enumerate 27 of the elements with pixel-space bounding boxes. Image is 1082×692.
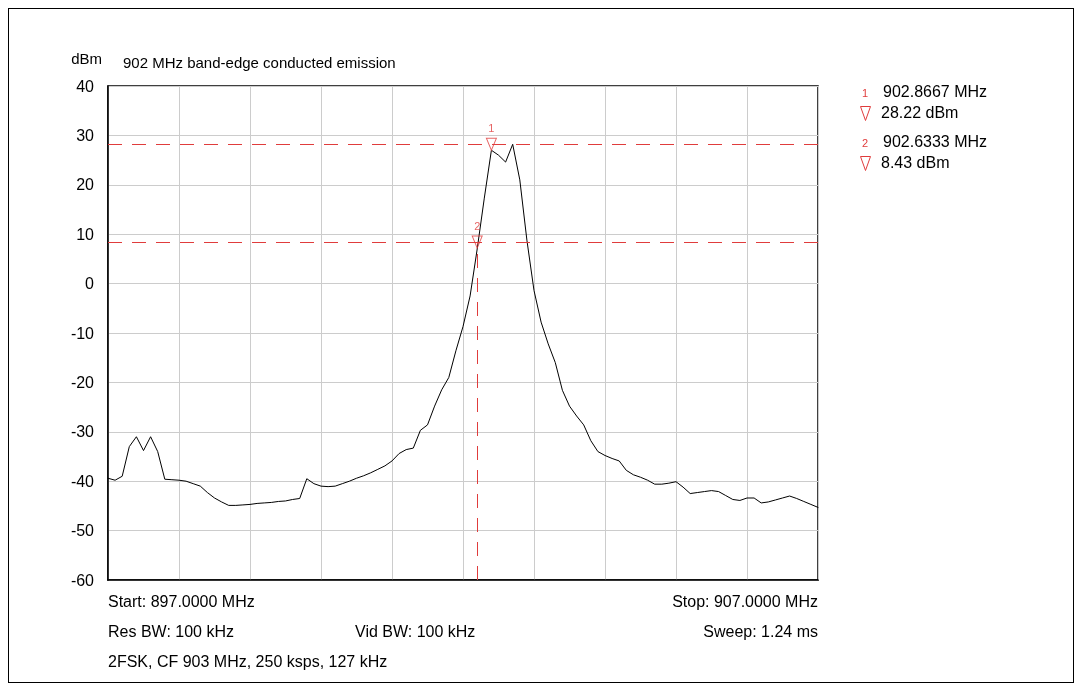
series-label: 2 bbox=[474, 219, 481, 232]
y-tick-label: -10 bbox=[70, 324, 95, 342]
y-tick-label: 40 bbox=[76, 77, 95, 95]
series-label: 1 bbox=[488, 122, 495, 135]
text: Vid BW: 100 kHz bbox=[355, 623, 476, 641]
text: 902.6333 MHz bbox=[883, 133, 988, 150]
text: 902.8667 MHz bbox=[883, 83, 988, 100]
text: Res BW: 100 kHz bbox=[108, 623, 234, 641]
text: 8.43 dBm bbox=[880, 153, 951, 172]
y-tick-label: -50 bbox=[70, 522, 95, 540]
text: 28.22 dBm bbox=[880, 103, 960, 122]
y-tick-label: 0 bbox=[85, 275, 95, 293]
y-tick-label: -20 bbox=[70, 373, 95, 391]
y-tick-label: -60 bbox=[70, 571, 95, 589]
y-axis-title: dBm bbox=[71, 50, 102, 67]
y-tick-label: 30 bbox=[76, 126, 95, 144]
text: 1 bbox=[861, 86, 870, 101]
chart-title: 902 MHz band-edge conducted emission bbox=[123, 54, 396, 71]
y-tick-label: 10 bbox=[76, 225, 95, 243]
text: Stop: 907.0000 MHz bbox=[672, 593, 818, 611]
text: Start: 897.0000 MHz bbox=[108, 593, 255, 611]
text: 2FSK, CF 903 MHz, 250 ksps, 127 kHz bbox=[108, 653, 388, 671]
text: Sweep: 1.24 ms bbox=[703, 623, 818, 641]
text: 2 bbox=[861, 136, 870, 151]
y-tick-label: -40 bbox=[70, 472, 95, 490]
y-tick-label: 20 bbox=[76, 176, 95, 194]
y-tick-label: -30 bbox=[70, 423, 95, 441]
